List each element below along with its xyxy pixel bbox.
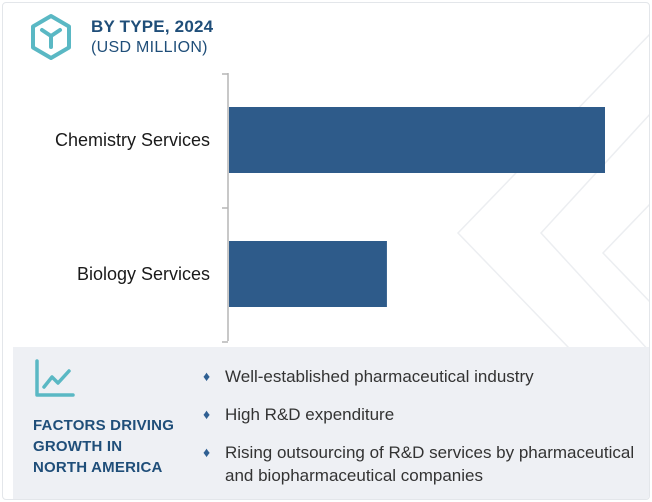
bar — [229, 107, 605, 173]
factor-item: ♦ Well-established pharmaceutical indust… — [203, 365, 643, 388]
factor-text: Rising outsourcing of R&D services by ph… — [225, 443, 635, 485]
factors-list: ♦ Well-established pharmaceutical indust… — [203, 365, 643, 499]
hexagon-logo-icon — [31, 14, 71, 60]
chart-subtitle: (USD MILLION) — [91, 39, 208, 56]
factors-heading-line: FACTORS DRIVING — [33, 417, 175, 434]
category-label: Biology Services — [77, 264, 210, 284]
factors-heading-line: NORTH AMERICA — [33, 459, 163, 476]
chart-title: BY TYPE, 2024 — [91, 17, 214, 36]
line-chart-icon — [35, 359, 75, 397]
factor-item: ♦ High R&D expenditure — [203, 403, 643, 426]
factor-item: ♦ Rising outsourcing of R&D services by … — [203, 441, 643, 487]
bar — [229, 241, 387, 307]
factor-text: Well-established pharmaceutical industry — [225, 367, 534, 386]
factor-text: High R&D expenditure — [225, 405, 395, 424]
diamond-bullet-icon: ♦ — [203, 444, 211, 460]
bar-chart: Chemistry Services Biology Services — [55, 73, 605, 343]
diamond-bullet-icon: ♦ — [203, 368, 211, 384]
factors-heading-line: GROWTH IN — [33, 438, 123, 455]
diamond-bullet-icon: ♦ — [203, 406, 211, 422]
category-label: Chemistry Services — [55, 130, 210, 150]
factors-panel: FACTORS DRIVING GROWTH IN NORTH AMERICA … — [13, 347, 649, 499]
factors-heading: FACTORS DRIVING GROWTH IN NORTH AMERICA — [33, 415, 193, 478]
